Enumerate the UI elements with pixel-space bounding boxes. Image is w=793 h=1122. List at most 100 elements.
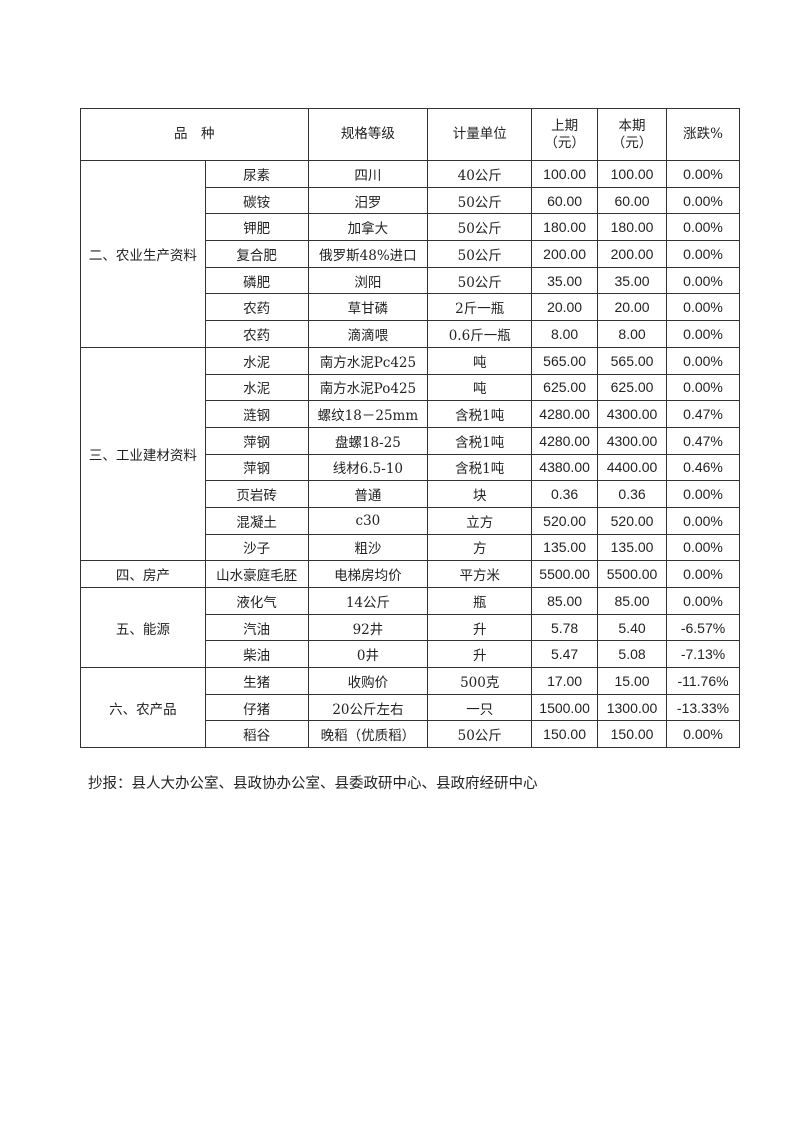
item-cell: 水泥 xyxy=(204,373,309,402)
header-row: 品 种 规格等级 计量单位 上期 （元） 本期 （元） 涨跌% xyxy=(80,108,740,161)
table-row: 汽油 92井升 5.78 5.40 -6.57% xyxy=(81,613,740,642)
change-cell: 0.00% xyxy=(666,320,740,348)
category-cell: 三、工业建材资料 xyxy=(80,346,206,562)
unit-cell: 方 xyxy=(427,533,533,562)
change-cell: 0.00% xyxy=(666,506,740,535)
unit-cell: 含税1吨 xyxy=(427,453,533,482)
item-cell: 碳铵 xyxy=(204,186,309,215)
curr-price-cell: 15.00 xyxy=(597,667,668,695)
unit-cell: 块 xyxy=(427,480,533,508)
item-cell: 页岩砖 xyxy=(204,480,309,508)
item-cell: 仔猪 xyxy=(204,693,309,722)
curr-price-cell: 150.00 xyxy=(597,720,668,749)
spec-cell: 92井 xyxy=(307,613,429,642)
change-cell: 0.00% xyxy=(666,720,740,749)
distribution-note: 抄报：县人大办公室、县政协办公室、县委政研中心、县政府经研中心 xyxy=(88,776,538,792)
curr-price-cell: 20.00 xyxy=(597,293,668,322)
curr-price-cell: 200.00 xyxy=(597,240,668,268)
unit-cell: 含税1吨 xyxy=(427,426,533,455)
category-cell: 四、房产 xyxy=(80,560,206,588)
item-cell: 柴油 xyxy=(204,640,309,669)
prev-price-cell: 625.00 xyxy=(531,373,599,402)
prev-price-cell: 4380.00 xyxy=(531,453,599,482)
change-cell: 0.47% xyxy=(666,426,740,455)
change-cell: -7.13% xyxy=(666,640,740,669)
unit-cell: 吨 xyxy=(427,373,533,402)
table-row: 三、工业建材资料 水泥 南方水泥Pc425 吨 565.00 565.00 0.00% xyxy=(80,346,740,562)
unit-cell: 50公斤 xyxy=(427,720,533,749)
table-row: 萍钢 线材6.5-10 含税1吨 4380.00 4400.00 0.46% xyxy=(81,453,740,482)
unit-cell: 40公斤 xyxy=(427,160,533,188)
curr-price-cell: 5.40 xyxy=(597,613,668,642)
curr-price-cell: 8.00 xyxy=(597,320,668,348)
price-table: 品 种 规格等级 计量单位 上期 （元） 本期 （元） 涨跌% 二、农业生产资料… xyxy=(80,108,740,749)
change-cell: 0.00% xyxy=(666,560,740,588)
item-cell: 稻谷 xyxy=(204,720,309,749)
item-cell: 水泥 xyxy=(204,346,309,375)
prev-price-cell: 85.00 xyxy=(531,587,599,615)
curr-price-cell: 565.00 xyxy=(597,346,668,375)
prev-price-cell: 200.00 xyxy=(531,240,599,268)
change-cell: -6.57% xyxy=(666,613,740,642)
unit-cell: 0.6斤一瓶 xyxy=(427,320,533,348)
change-cell: 0.00% xyxy=(666,266,740,295)
prev-price-cell: 4280.00 xyxy=(531,426,599,455)
spec-cell: 四川 xyxy=(307,160,429,188)
table-row: 稻谷 晚稻（优质稻） 50公斤 150.00 150.00 0.00% xyxy=(81,720,740,749)
spec-cell: 收购价 xyxy=(307,667,429,695)
unit-cell: 500克 xyxy=(427,667,533,695)
curr-price-cell: 4300.00 xyxy=(597,426,668,455)
item-cell: 液化气 xyxy=(204,587,309,615)
spec-cell: 螺纹18－25mm xyxy=(307,400,429,428)
spec-cell: 俄罗斯48%进口 xyxy=(307,240,429,268)
curr-price-cell: 135.00 xyxy=(597,533,668,562)
prev-price-cell: 5.78 xyxy=(531,613,599,642)
curr-price-cell: 5500.00 xyxy=(597,560,668,588)
table-row: 五、能源 液化气 14公斤瓶 85.00 85.00 0.00% xyxy=(80,586,740,669)
header-spec: 规格等级 xyxy=(307,108,429,161)
curr-price-cell: 625.00 xyxy=(597,373,668,402)
prev-price-cell: 565.00 xyxy=(531,346,599,375)
prev-price-cell: 8.00 xyxy=(531,320,599,348)
change-cell: 0.47% xyxy=(666,400,740,428)
table-row: 复合肥 俄罗斯48%进口 50公斤 200.00 200.00 0.00% xyxy=(81,240,740,268)
unit-cell: 升 xyxy=(427,613,533,642)
spec-cell: 滴滴喂 xyxy=(307,320,429,348)
change-cell: 0.00% xyxy=(666,186,740,215)
table-row: 农药 草甘磷 2斤一瓶 20.00 20.00 0.00% xyxy=(81,293,740,322)
curr-price-cell: 1300.00 xyxy=(597,693,668,722)
unit-cell: 一只 xyxy=(427,693,533,722)
curr-price-cell: 100.00 xyxy=(597,160,668,188)
table-row: 磷肥 浏阳 50公斤 35.00 35.00 0.00% xyxy=(81,266,740,295)
curr-price-cell: 60.00 xyxy=(597,186,668,215)
prev-price-cell: 180.00 xyxy=(531,213,599,242)
table-row: 钾肥 加拿大 50公斤 180.00 180.00 0.00% xyxy=(81,213,740,242)
header-unit: 计量单位 xyxy=(427,108,533,161)
table-row: 涟钢 螺纹18－25mm 含税1吨 4280.00 4300.00 0.47% xyxy=(81,400,740,428)
spec-cell: 汨罗 xyxy=(307,186,429,215)
curr-price-cell: 5.08 xyxy=(597,640,668,669)
spec-cell: 普通 xyxy=(307,480,429,508)
prev-price-cell: 520.00 xyxy=(531,506,599,535)
unit-cell: 瓶 xyxy=(427,587,533,615)
table-row: 二、农业生产资料 尿素 四川 40公斤 100.00 100.00 0.00% xyxy=(80,160,740,348)
unit-cell: 50公斤 xyxy=(427,266,533,295)
change-cell: 0.00% xyxy=(666,160,740,188)
table-row: 沙子 粗沙方 135.00 135.00 0.00% xyxy=(81,533,740,562)
prev-price-cell: 1500.00 xyxy=(531,693,599,722)
header-curr: 本期 （元） xyxy=(597,108,668,161)
unit-cell: 立方 xyxy=(427,506,533,535)
change-cell: 0.00% xyxy=(666,480,740,508)
unit-cell: 升 xyxy=(427,640,533,669)
item-cell: 山水豪庭毛胚 xyxy=(204,560,309,588)
prev-price-cell: 150.00 xyxy=(531,720,599,749)
unit-cell: 2斤一瓶 xyxy=(427,293,533,322)
prev-price-cell: 35.00 xyxy=(531,266,599,295)
item-cell: 汽油 xyxy=(204,613,309,642)
unit-cell: 吨 xyxy=(427,346,533,375)
item-cell: 农药 xyxy=(204,293,309,322)
table-row: 四、房产 山水豪庭毛胚 电梯房均价 平方米 5500.00 5500.00 0.00% xyxy=(80,560,740,588)
spec-cell: 晚稻（优质稻） xyxy=(307,720,429,749)
table-row: 六、农产品 生猪 收购价 500克 17.00 15.00 -11.76% xyxy=(80,667,740,749)
change-cell: 0.00% xyxy=(666,240,740,268)
